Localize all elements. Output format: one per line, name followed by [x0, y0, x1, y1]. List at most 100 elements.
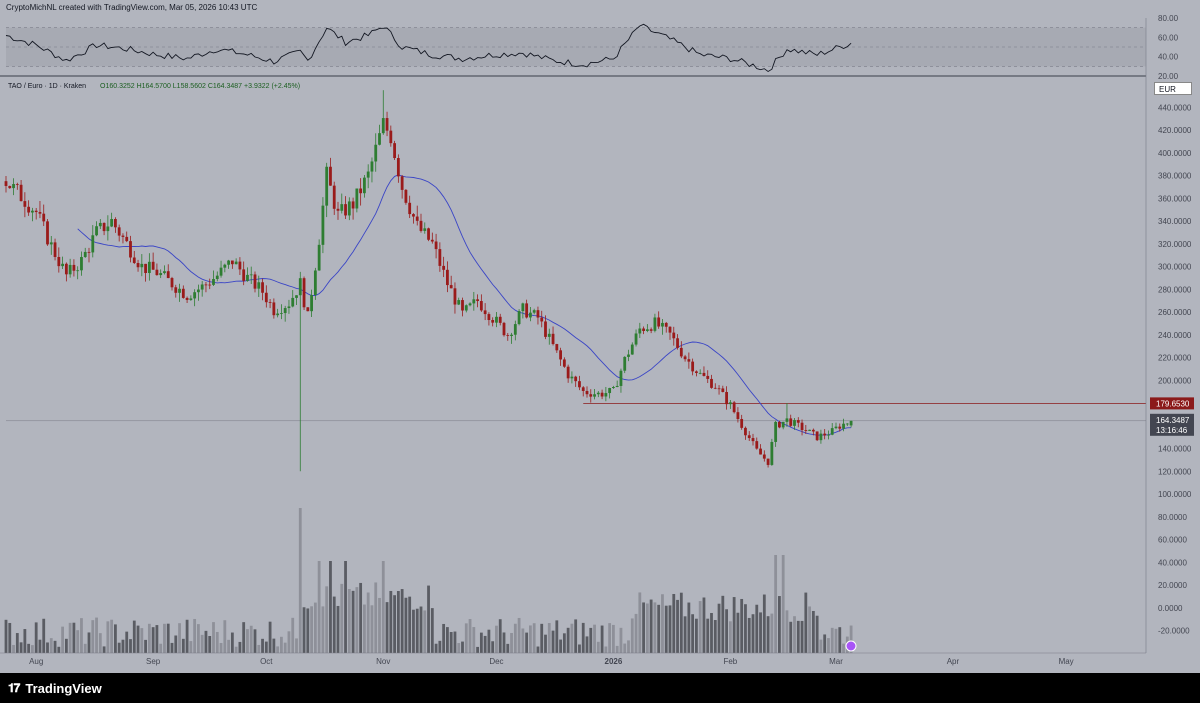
price-tick-label: 340.0000	[1158, 217, 1192, 226]
candle-body	[819, 433, 823, 441]
candle-body	[27, 206, 31, 213]
rsi-tick-label: 20.00	[1158, 72, 1179, 81]
candle-body	[223, 264, 227, 268]
volume-bar	[612, 624, 615, 653]
candle-body	[596, 392, 600, 395]
rsi-pane: 80.00 60.00 40.00 20.00	[0, 14, 1179, 81]
candle-body	[521, 303, 525, 312]
volume-bar	[555, 620, 559, 653]
volume-bar	[98, 633, 102, 653]
candle-body	[487, 314, 491, 321]
countdown-label: 13:16:46	[1156, 426, 1188, 435]
candle-body	[215, 275, 219, 280]
symbol-title: TAO / Euro · 1D · Kraken	[8, 83, 86, 90]
candle-body	[495, 316, 498, 323]
volume-bar	[778, 596, 781, 653]
volume-bar	[185, 619, 189, 653]
candle-body	[453, 288, 457, 305]
candle-body	[23, 201, 27, 207]
volume-bar	[468, 619, 472, 653]
last-price-label-bg	[1150, 413, 1194, 436]
candle-body	[668, 326, 672, 333]
ohlc-values: O160.3252 H164.5700 L158.5602 C164.3487 …	[100, 83, 300, 90]
tradingview-logo[interactable]: 𝟏𝟕 TradingView	[8, 681, 102, 696]
price-tick-label: 140.0000	[1158, 445, 1192, 454]
candle-body	[49, 242, 53, 245]
candle-body	[64, 263, 68, 275]
lightning-icon[interactable]	[845, 640, 857, 652]
candle-body	[246, 274, 249, 281]
volume-bar	[536, 646, 540, 653]
volume-bar	[355, 587, 359, 653]
candle-body	[449, 285, 453, 289]
time-axis: Aug Sep Oct Nov Dec 2026 Feb Mar Apr May	[0, 652, 1146, 666]
candle-body	[321, 205, 325, 245]
candle-body	[430, 239, 434, 242]
volume-bar	[230, 632, 234, 653]
volume-bar	[389, 590, 393, 653]
volume-bar	[106, 621, 110, 653]
candle-body	[446, 269, 449, 286]
volume-bar	[396, 591, 400, 653]
candle-body	[506, 335, 510, 337]
candle-body	[34, 210, 38, 213]
volume-bar	[68, 622, 72, 653]
candle-body	[19, 184, 23, 202]
volume-bar	[363, 604, 366, 653]
volume-bar	[223, 620, 227, 653]
volume-bar	[566, 627, 570, 653]
candle-body	[110, 219, 114, 227]
volume-bar	[121, 639, 125, 653]
volume-bar	[642, 602, 645, 653]
candle-body	[755, 441, 759, 449]
currency-label[interactable]: EUR	[1154, 82, 1192, 95]
volume-bar	[732, 597, 736, 653]
candle-body	[4, 181, 8, 186]
candle-body	[649, 329, 653, 331]
volume-bar	[253, 629, 257, 653]
candle-body	[713, 387, 717, 389]
volume-bar	[464, 623, 468, 653]
volume-bar	[600, 625, 604, 653]
volume-bar	[710, 612, 713, 653]
volume-bar	[408, 596, 412, 653]
volume-bar	[344, 561, 347, 653]
volume-bar	[34, 622, 38, 653]
candle-body	[536, 310, 540, 318]
volume-bar	[581, 622, 585, 653]
volume-bar	[95, 617, 98, 653]
volume-bar	[61, 626, 64, 653]
candle-body	[313, 270, 317, 296]
candle-body	[525, 303, 529, 318]
volume-bar	[559, 639, 562, 653]
volume-bar	[257, 644, 261, 653]
candle-body	[461, 300, 464, 311]
volume-bar	[287, 631, 291, 653]
volume-bar	[404, 597, 408, 653]
volume-bar	[615, 645, 619, 653]
candle-body	[42, 213, 46, 222]
volume-bar	[117, 642, 121, 653]
volume-bar	[87, 632, 91, 653]
candle-body	[140, 263, 144, 268]
volume-bar	[227, 639, 230, 653]
volume-bar	[759, 612, 762, 653]
candle-body	[630, 344, 634, 355]
candle-body	[340, 204, 344, 211]
chart-canvas[interactable]: 80.00 60.00 40.00 20.00 TAO / Euro · 1D · K…	[0, 0, 1200, 673]
candle-body	[189, 298, 193, 300]
candle-body	[623, 356, 627, 371]
candle-body	[800, 422, 804, 431]
price-tick-label: 400.0000	[1158, 149, 1192, 158]
candle-body	[291, 297, 295, 307]
candle-body	[547, 333, 551, 337]
price-tick-label: 300.0000	[1158, 263, 1192, 272]
candle-body	[472, 299, 476, 304]
volume-bar	[313, 602, 317, 653]
candle-body	[683, 356, 687, 360]
volume-bar	[215, 631, 219, 653]
candle-body	[427, 228, 430, 240]
candle-body	[264, 292, 268, 303]
candle-body	[642, 328, 645, 331]
candle-body	[815, 431, 819, 441]
